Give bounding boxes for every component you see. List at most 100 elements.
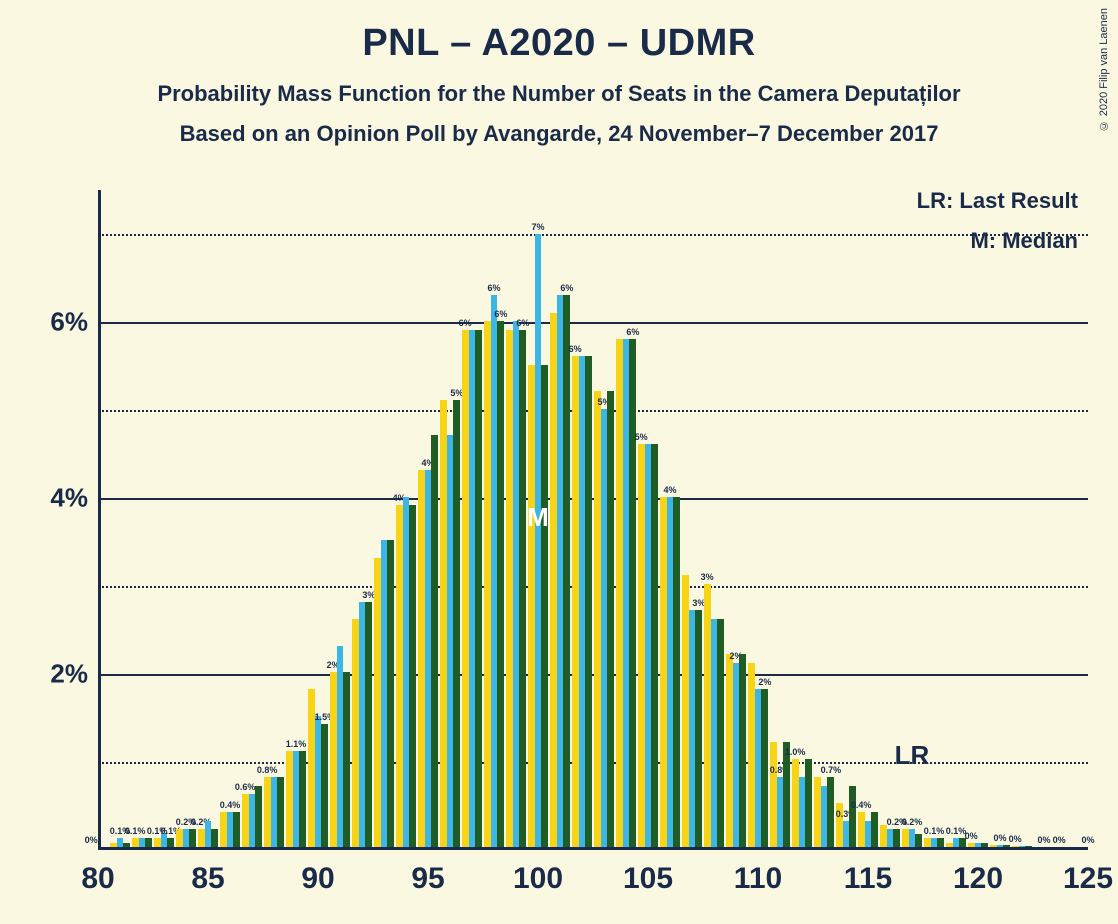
bar-value-label: 0.1% (125, 826, 146, 838)
bar (255, 786, 262, 847)
bar-value-label: 1.0% (785, 747, 806, 759)
bar (937, 838, 944, 847)
bar-value-label: 7% (531, 222, 544, 234)
x-tick-label: 115 (844, 850, 892, 896)
bar-group: 0% (968, 843, 989, 847)
bar-group: 3% (682, 575, 703, 847)
bar-value-label: 6% (560, 283, 573, 295)
bar (299, 751, 306, 847)
bar: 0.1% (154, 838, 161, 847)
bar (871, 812, 878, 847)
bar (528, 365, 535, 847)
bars-layer: 0%0.1%0.1%0.1%0.1%0.2%0.2%0.4%0.6%0.8%1.… (98, 190, 1088, 847)
bar-group: 7% (528, 234, 549, 847)
bar (849, 786, 856, 847)
bar-group: 0.2% (176, 829, 197, 847)
bar: 3% (365, 602, 372, 847)
bar-value-label: 2% (758, 677, 771, 689)
bar: 0.1% (931, 838, 938, 847)
bar: 0% (1012, 846, 1019, 847)
bar (623, 339, 630, 847)
bar (123, 843, 130, 847)
bar-value-label: 0% (1053, 835, 1066, 847)
bar (484, 321, 491, 847)
bar: 2% (733, 663, 740, 847)
bar (403, 497, 410, 847)
bar: 0.4% (227, 812, 234, 847)
bar-group: 0.1% (924, 838, 945, 847)
bar (271, 777, 278, 847)
x-tick-label: 80 (81, 850, 114, 896)
bar: 1.0% (792, 759, 799, 847)
bar-group: 6% (572, 356, 593, 847)
bar (145, 838, 152, 847)
bar: 6% (629, 339, 636, 847)
bar-group: 6%6% (484, 295, 505, 847)
bar-value-label: 0.1% (946, 826, 967, 838)
bar (469, 330, 476, 847)
bar (475, 330, 482, 847)
median-marker: M (527, 502, 549, 533)
bar (418, 470, 425, 847)
bar-value-label: 6% (626, 327, 639, 339)
y-tick-label: 2% (50, 659, 98, 690)
bar: 6% (491, 295, 498, 847)
bar (557, 295, 564, 847)
bar-value-label: 6% (494, 309, 507, 321)
bar: 0.2% (909, 829, 916, 847)
bar: 0.2% (893, 829, 900, 847)
bar-value-label: 0.4% (851, 800, 872, 812)
bar-group: 3% (704, 584, 725, 847)
bar-value-label: 0.1% (924, 826, 945, 838)
bar (286, 751, 293, 847)
bar (682, 575, 689, 847)
bar-group: 6% (616, 339, 637, 847)
bar (409, 505, 416, 847)
x-tick-label: 125 (1063, 850, 1113, 896)
chart-plot-area: LR: Last Result M: Median 2%4%6%80859095… (98, 190, 1088, 850)
bar (799, 777, 806, 847)
bar (711, 619, 718, 847)
bar (902, 829, 909, 847)
bar: 0.8% (777, 777, 784, 847)
bar (447, 435, 454, 847)
bar (359, 602, 366, 847)
bar (755, 689, 762, 847)
bar: 5% (601, 409, 608, 847)
bar (814, 777, 821, 847)
bar: 6% (572, 356, 579, 847)
bar (717, 619, 724, 847)
bar (513, 321, 520, 847)
bar: 0.1% (132, 838, 139, 847)
bar-group: 1.5% (308, 689, 329, 847)
bar: 7% (535, 234, 542, 847)
bar-value-label: 1.1% (286, 739, 307, 751)
bar (946, 843, 953, 847)
bar-group: 5% (440, 400, 461, 847)
bar (139, 838, 146, 847)
bar (277, 777, 284, 847)
bar-value-label: 0.2% (902, 817, 923, 829)
bar-value-label: 0% (993, 833, 1006, 845)
bar: 4% (667, 497, 674, 847)
bar-group: 5% (638, 444, 659, 847)
bar (660, 497, 667, 847)
bar (585, 356, 592, 847)
bar-group: 0.4% (220, 812, 241, 847)
x-tick-label: 85 (191, 850, 224, 896)
bar-value-label: 0% (1009, 834, 1022, 846)
bar: 6% (563, 295, 570, 847)
bar (607, 391, 614, 847)
x-axis (98, 847, 1088, 850)
bar (990, 845, 997, 847)
bar: 5% (638, 444, 645, 847)
bar (220, 812, 227, 847)
bar (343, 672, 350, 847)
last-result-marker: LR (895, 740, 930, 771)
bar (315, 716, 322, 847)
bar (673, 497, 680, 847)
bar (1025, 846, 1032, 847)
bar-group: 1.0% (792, 759, 813, 847)
bar-value-label: 6% (487, 283, 500, 295)
bar: 5% (453, 400, 460, 847)
